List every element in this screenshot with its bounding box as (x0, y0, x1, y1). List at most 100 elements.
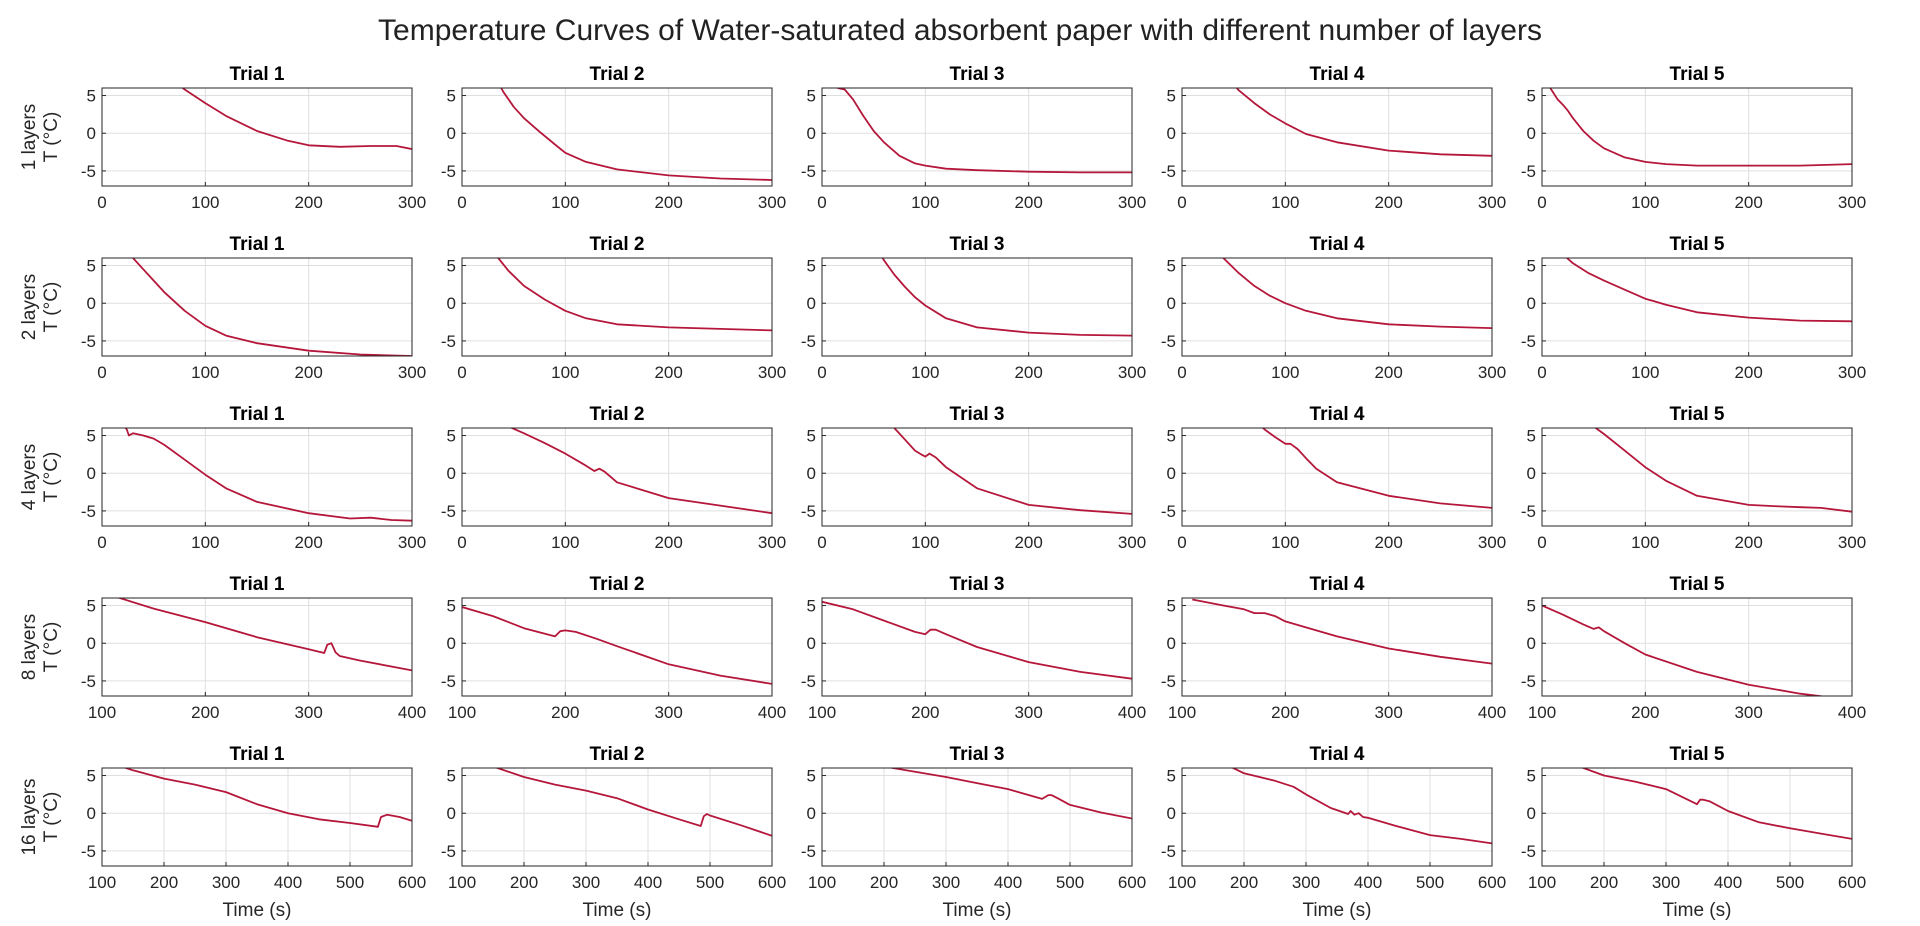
panel-title: Trial 5 (1670, 64, 1725, 85)
x-tick-label: 300 (1838, 193, 1866, 212)
x-tick-label: 0 (817, 193, 826, 212)
y-tick-label: 5 (807, 767, 816, 786)
x-tick-label: 100 (808, 703, 836, 722)
x-tick-label: 500 (696, 873, 724, 892)
plot-area (1541, 427, 1853, 527)
panel-title: Trial 3 (950, 744, 1005, 765)
y-tick-label: -5 (441, 162, 456, 181)
y-tick-label: 0 (447, 124, 456, 143)
plot-area (101, 87, 413, 187)
x-tick-label: 100 (1168, 703, 1196, 722)
plot-area (101, 427, 413, 527)
x-tick-label: 200 (654, 533, 682, 552)
panel-title: Trial 2 (590, 574, 645, 595)
x-tick-label: 200 (1590, 873, 1618, 892)
panel-title: Trial 1 (230, 404, 285, 425)
subplot-row-0: 1 layers T (°C)Trial 10 100 200 30050-5Trial… (19, 64, 1866, 212)
temperature-series-line (181, 88, 412, 150)
x-tick-label: 200 (870, 873, 898, 892)
y-tick-label: 5 (807, 597, 816, 616)
x-tick-label: 300 (1292, 873, 1320, 892)
subplot-panel: Trial 2 100 200 300 400 5 0 -5 (441, 574, 786, 722)
x-tick-label: 100 (1168, 873, 1196, 892)
panel-title: Trial 4 (1310, 744, 1365, 765)
x-tick-label: 100 (1631, 193, 1659, 212)
y-tick-label: -5 (1521, 332, 1536, 351)
x-tick-label: 100 (191, 193, 219, 212)
temperature-series-line (124, 428, 412, 522)
y-tick-label: 5 (807, 427, 816, 446)
panel-title: Trial 5 (1670, 744, 1725, 765)
x-tick-label: 100 (191, 533, 219, 552)
y-tick-label: -5 (801, 332, 816, 351)
y-tick-label: 0 (87, 804, 96, 823)
y-tick-label: -5 (1161, 842, 1176, 861)
x-tick-label: 0 (97, 363, 106, 382)
temperature-series-line (131, 258, 412, 356)
y-tick-label: 0 (447, 294, 456, 313)
x-tick-label: 0 (817, 533, 826, 552)
x-tick-label: 300 (1374, 703, 1402, 722)
panel-title: Trial 4 (1310, 404, 1365, 425)
x-tick-label: 400 (1478, 703, 1506, 722)
x-tick-label: 500 (336, 873, 364, 892)
x-tick-label: 300 (572, 873, 600, 892)
y-tick-label: 0 (87, 464, 96, 483)
temperature-series-line (123, 768, 412, 828)
temperature-series-line (1565, 258, 1852, 323)
y-tick-label: -5 (1521, 502, 1536, 521)
row-ylabel-units: T (°C) (41, 792, 62, 843)
y-tick-label: 5 (1167, 427, 1176, 446)
y-tick-label: -5 (81, 842, 96, 861)
temperature-series-line (494, 768, 772, 837)
x-tick-label: 0 (97, 193, 106, 212)
x-tick-label: 300 (758, 193, 786, 212)
plot-area (1181, 597, 1493, 697)
x-tick-label: 100 (551, 193, 579, 212)
y-tick-label: 5 (447, 427, 456, 446)
subplot-panel: Trial 1 100 200 300 400 500 600 5 0 -5 Time (s) (81, 744, 426, 921)
temperature-series-line (1580, 768, 1852, 840)
plot-area (1541, 87, 1853, 187)
x-tick-label: 200 (1374, 363, 1402, 382)
y-tick-label: -5 (81, 672, 96, 691)
temperature-series-line (462, 606, 772, 685)
row-ylabel-units: T (°C) (41, 112, 62, 163)
y-tick-label: -5 (1521, 162, 1536, 181)
x-tick-label: 300 (1838, 533, 1866, 552)
y-tick-label: -5 (801, 672, 816, 691)
x-tick-label: 100 (88, 703, 116, 722)
temperature-series-line (500, 88, 772, 181)
x-tick-label: 300 (1118, 363, 1146, 382)
x-tick-label: 200 (911, 703, 939, 722)
row-ylabel: 16 layers (19, 778, 40, 855)
temperature-series-line (1549, 88, 1852, 167)
x-tick-label: 0 (817, 363, 826, 382)
plot-area (1541, 257, 1853, 357)
subplot-panel: Trial 3 100 200 300 400 500 600 5 0 -5 Time (s) (801, 744, 1146, 921)
x-tick-label: 300 (1478, 363, 1506, 382)
y-tick-label: -5 (1161, 502, 1176, 521)
y-tick-label: 5 (447, 597, 456, 616)
x-tick-label: 100 (1271, 193, 1299, 212)
x-tick-label: 200 (1734, 533, 1762, 552)
x-tick-label: 600 (1118, 873, 1146, 892)
y-tick-label: 5 (447, 257, 456, 276)
y-tick-label: 0 (1527, 634, 1536, 653)
temperature-series-line (1542, 604, 1827, 696)
y-tick-label: 5 (447, 87, 456, 106)
panel-title: Trial 2 (590, 404, 645, 425)
y-tick-label: -5 (441, 842, 456, 861)
subplot-panel: Trial 3 100 200 300 400 5 0 -5 (801, 574, 1146, 722)
temperature-series-line (1261, 428, 1492, 509)
y-tick-label: 5 (87, 87, 96, 106)
y-tick-label: 0 (807, 124, 816, 143)
x-tick-label: 200 (1014, 193, 1042, 212)
x-tick-label: 0 (457, 533, 466, 552)
panel-title: Trial 4 (1310, 64, 1365, 85)
x-tick-label: 600 (758, 873, 786, 892)
x-tick-label: 300 (1478, 193, 1506, 212)
